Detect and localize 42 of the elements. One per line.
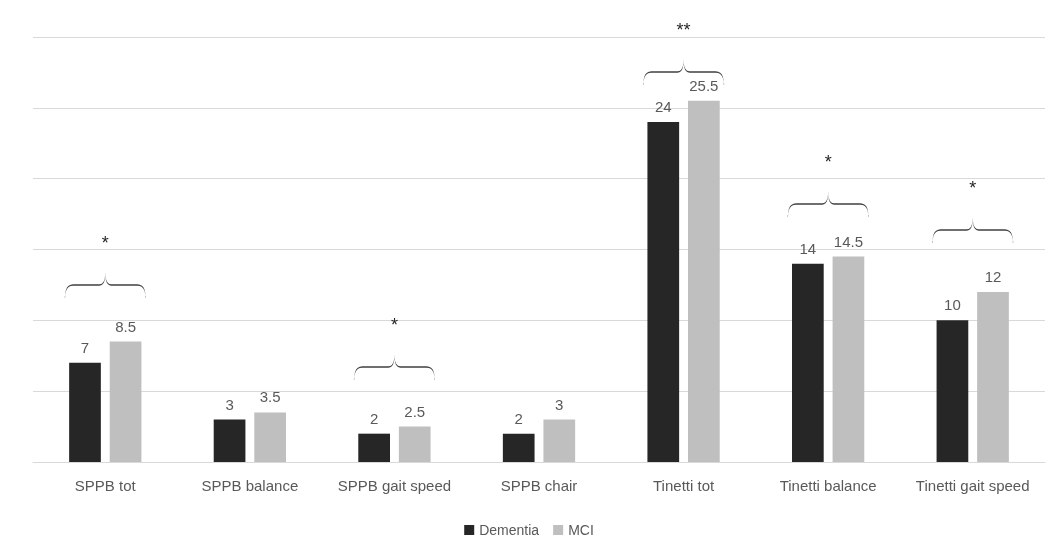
data-label: 7 [80, 338, 90, 356]
legend-label: MCI [568, 522, 594, 538]
bar [688, 100, 720, 462]
bar [358, 433, 390, 462]
bar [69, 362, 101, 462]
data-label: 8.5 [115, 317, 137, 335]
bar [502, 433, 535, 462]
annotation: * [824, 152, 832, 172]
x-tick-label: Tinetti balance [779, 477, 877, 494]
bar [647, 122, 680, 462]
x-tick-label: SPPB chair [500, 477, 578, 494]
data-label: 3 [555, 395, 564, 413]
data-label: 3.5 [259, 388, 281, 406]
bar [254, 412, 286, 462]
legend-label: Dementia [479, 522, 540, 538]
bar [543, 419, 576, 462]
annotation: * [390, 315, 398, 335]
bar [977, 292, 1009, 462]
data-label: 12 [984, 268, 1002, 285]
annotation: ** [676, 20, 691, 40]
bar [792, 263, 824, 462]
bar [109, 341, 142, 462]
data-label: 2.5 [404, 402, 426, 420]
data-label: 2 [369, 409, 379, 427]
x-tick-label: SPPB balance [201, 477, 299, 494]
bar [398, 426, 431, 462]
bar [213, 419, 246, 462]
data-label: 2 [514, 409, 523, 427]
data-label: 24 [654, 98, 672, 115]
x-tick-label: Tinetti tot [653, 477, 715, 494]
annotation: * [101, 233, 109, 253]
data-label: 14.5 [833, 232, 864, 250]
data-label: 25.5 [689, 76, 719, 94]
bar [936, 320, 969, 462]
data-label: 14 [799, 239, 817, 257]
x-tick-label: SPPB gait speed [337, 477, 452, 494]
x-tick-label: Tinetti gait speed [915, 477, 1030, 494]
x-tick-label: SPPB tot [74, 477, 137, 494]
bar [832, 256, 865, 462]
data-label: 3 [225, 395, 234, 413]
annotation: * [969, 178, 977, 198]
data-label: 10 [944, 296, 961, 314]
